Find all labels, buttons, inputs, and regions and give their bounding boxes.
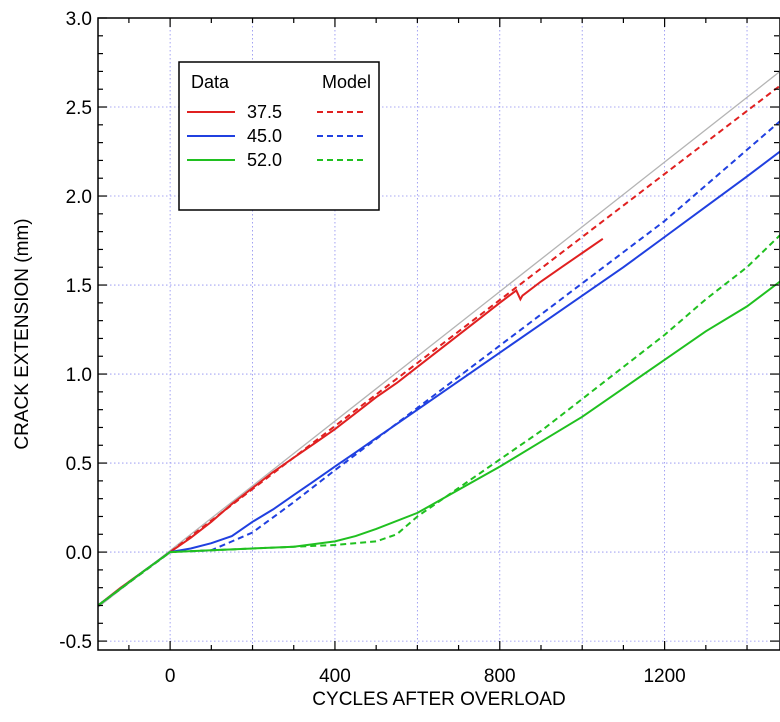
reference-line-layer: [97, 70, 780, 608]
reference-line: [97, 70, 780, 608]
y-tick-label: 2.0: [66, 187, 92, 208]
series-layer: [98, 84, 780, 607]
series-model-line-45-0: [98, 120, 780, 607]
x-tick-label: 1200: [643, 666, 685, 687]
y-tick-label: 2.5: [66, 98, 92, 119]
ticks: 0 400 800 1200 -0.5 0.0 0.5 1.0 1.5 2.0 2.5 3.0: [59, 9, 779, 687]
y-tick-label: -0.5: [59, 632, 92, 653]
y-tick-label: 0.0: [66, 543, 92, 564]
series-data-line-37-5: [98, 237, 604, 607]
legend-label-45-0: 45.0: [247, 126, 282, 146]
plot-frame: [97, 17, 780, 651]
y-tick-label: 1.0: [66, 365, 92, 386]
series-data-line-45-0: [98, 150, 780, 607]
x-axis-title: CYCLES AFTER OVERLOAD: [312, 689, 565, 710]
legend: Data Model 37.5 45.0 52.0: [178, 61, 380, 211]
y-axis-title: CRACK EXTENSION (mm): [12, 218, 33, 449]
x-tick-label: 0: [165, 666, 176, 687]
legend-label-52-0: 52.0: [247, 150, 282, 170]
y-tick-label: 0.5: [66, 454, 92, 475]
legend-label-37-5: 37.5: [247, 102, 282, 122]
y-tick-label: 3.0: [66, 9, 92, 30]
x-tick-label: 400: [319, 666, 351, 687]
legend-header-data: Data: [191, 72, 230, 92]
legend-header-model: Model: [322, 72, 371, 92]
series-data-line-52-0: [98, 280, 780, 607]
x-tick-label: 800: [484, 666, 516, 687]
series-model-line-37-5: [98, 84, 780, 607]
y-tick-label: 1.5: [66, 276, 92, 297]
